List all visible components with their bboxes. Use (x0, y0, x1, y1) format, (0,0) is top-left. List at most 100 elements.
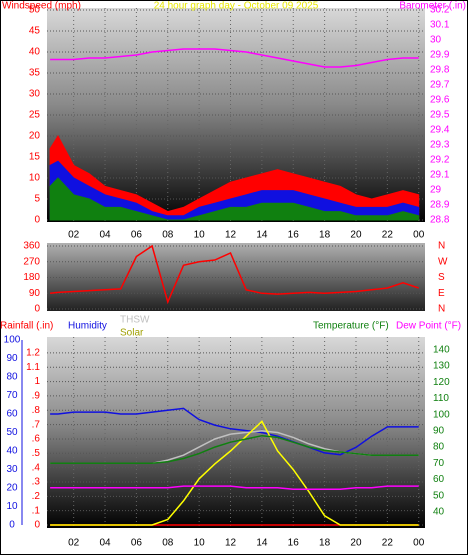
y-tick-label: 90 (6, 353, 18, 364)
x-tick-label: 16 (288, 230, 300, 241)
y-tick-label: 0 (9, 520, 15, 531)
y-tick-label: 30 (29, 89, 41, 100)
y-tick-label: 1.2 (26, 348, 40, 359)
legend-label: THSW (120, 315, 150, 326)
y-tick-label: 15 (29, 152, 41, 163)
y-axis-label: Windspeed (mph) (2, 1, 81, 12)
compass-label: W (438, 256, 448, 267)
line (50, 485, 419, 491)
y-tick-label: 40 (29, 47, 41, 58)
y-tick-label: 360 (23, 241, 40, 252)
y-tick-label: .4 (32, 462, 41, 473)
x-tick-label: 16 (288, 538, 300, 549)
y-tick-label: 20 (6, 483, 18, 494)
x-tick-label: 20 (350, 538, 362, 549)
y-tick-label: 10 (29, 173, 41, 184)
x-tick-label: 22 (382, 230, 394, 241)
line (50, 407, 419, 456)
y-tick-label: .1 (32, 505, 41, 516)
y-tick-label: 0 (34, 304, 40, 315)
y-tick-label: 50 (29, 5, 41, 16)
compass-label: S (438, 272, 445, 283)
y-tick-label: 90 (433, 426, 445, 437)
legend-label: Rainfall (.in) (0, 321, 53, 332)
x-tick-label: 12 (225, 230, 237, 241)
y-tick-label: .3 (32, 477, 41, 488)
x-tick-label: 06 (131, 230, 143, 241)
y-tick-label: 29 (430, 185, 442, 196)
y-tick-label: 270 (23, 256, 40, 267)
plot-background (47, 337, 425, 528)
y-tick-label: 30.1 (430, 20, 450, 31)
y-tick-label: 30.2 (430, 5, 450, 16)
y-tick-label: 80 (6, 372, 18, 383)
x-tick-label: 20 (350, 230, 362, 241)
y-tick-label: 29.6 (430, 95, 450, 106)
y-tick-label: 50 (433, 490, 445, 501)
x-tick-label: 14 (256, 538, 268, 549)
y-tick-label: 1.1 (26, 362, 40, 373)
y-tick-label: 40 (6, 446, 18, 457)
y-tick-label: 29.2 (430, 155, 450, 166)
y-tick-label: 0 (34, 520, 40, 531)
y-tick-label: 28.9 (430, 200, 450, 211)
y-tick-label: 5 (34, 194, 40, 205)
y-tick-label: 29.7 (430, 80, 450, 91)
y-tick-label: 100 (4, 335, 21, 346)
y-tick-label: 28.8 (430, 215, 450, 226)
x-tick-label: 18 (319, 538, 331, 549)
y-tick-label: 100 (433, 409, 450, 420)
y-tick-label: 70 (6, 390, 18, 401)
y-tick-label: .9 (32, 391, 41, 402)
y-tick-label: 30 (430, 35, 442, 46)
line (50, 420, 419, 526)
compass-label: E (438, 288, 445, 299)
y-tick-label: .8 (32, 405, 41, 416)
y-tick-label: 130 (433, 361, 450, 372)
y-tick-label: 1 (34, 376, 40, 387)
chart-title: 24 hour graph day - October 09 2025 (154, 1, 319, 12)
x-tick-label: 10 (194, 538, 206, 549)
y-tick-label: 29.8 (430, 65, 450, 76)
x-tick-label: 18 (319, 230, 331, 241)
y-tick-label: .5 (32, 448, 41, 459)
x-tick-label: 22 (382, 538, 394, 549)
y-tick-label: .6 (32, 434, 41, 445)
x-tick-label: 00 (413, 230, 425, 241)
y-tick-label: 29.9 (430, 50, 450, 61)
y2-axis-label: Barometer (.in) (399, 1, 466, 12)
y-tick-label: 60 (433, 474, 445, 485)
line (50, 434, 419, 465)
y-tick-label: 30 (6, 464, 18, 475)
y-tick-label: .7 (32, 419, 41, 430)
x-tick-label: 04 (99, 230, 111, 241)
y-tick-label: 90 (29, 288, 41, 299)
area (49, 177, 420, 221)
y-tick-label: 180 (23, 272, 40, 283)
y-tick-label: 80 (433, 442, 445, 453)
x-tick-label: 10 (194, 230, 206, 241)
compass-label: N (438, 241, 445, 252)
x-tick-label: 14 (256, 230, 268, 241)
x-tick-label: 08 (162, 230, 174, 241)
y-tick-label: 20 (29, 131, 41, 142)
y-tick-label: 45 (29, 26, 41, 37)
legend-label: Humidity (68, 321, 107, 332)
y-tick-label: 50 (6, 427, 18, 438)
y-tick-label: 35 (29, 68, 41, 79)
y-tick-label: 29.5 (430, 110, 450, 121)
line (50, 48, 419, 68)
x-tick-label: 04 (99, 538, 111, 549)
legend-label: Dew Point (°F) (396, 321, 461, 332)
area (49, 160, 420, 221)
y-tick-label: 25 (29, 110, 41, 121)
y-tick-label: 140 (433, 344, 450, 355)
y-tick-label: 29.4 (430, 125, 450, 136)
line (50, 244, 419, 305)
y-tick-label: 29.1 (430, 170, 450, 181)
x-tick-label: 02 (68, 538, 80, 549)
x-tick-label: 06 (131, 538, 143, 549)
x-tick-label: 02 (68, 230, 80, 241)
y-tick-label: 120 (433, 377, 450, 388)
area (49, 135, 420, 221)
